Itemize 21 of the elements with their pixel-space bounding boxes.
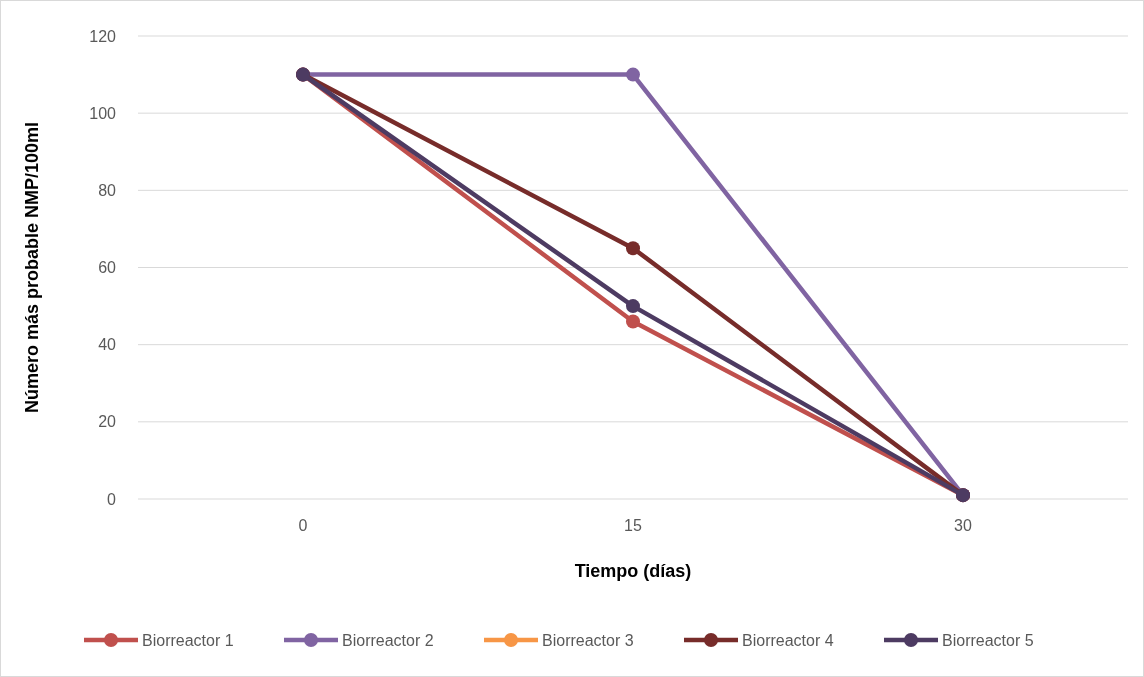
point	[626, 67, 640, 82]
x-tick-label: 0	[298, 517, 308, 534]
x-tick-label: 15	[624, 517, 642, 534]
y-tick-label: 100	[89, 104, 117, 122]
point	[626, 241, 640, 256]
y-tick-label: 20	[98, 413, 117, 431]
legend-label: Biorreactor 5	[942, 631, 1034, 649]
y-tick-label: 0	[107, 490, 117, 508]
x-axis-title: Tiempo (días)	[574, 561, 692, 581]
y-axis-title: Número más probable NMP/100ml	[22, 121, 42, 414]
legend-label: Biorreactor 3	[542, 631, 634, 649]
y-tick-label: 40	[98, 336, 117, 354]
point	[626, 314, 640, 329]
y-tick-label: 60	[98, 259, 117, 277]
point	[626, 299, 640, 314]
legend-label: Biorreactor 4	[742, 631, 834, 649]
y-tick-label: 120	[89, 27, 117, 45]
legend-label: Biorreactor 2	[342, 631, 434, 649]
legend-label: Biorreactor 1	[142, 631, 234, 649]
x-tick-label: 30	[954, 517, 972, 534]
y-tick-label: 80	[98, 181, 117, 199]
